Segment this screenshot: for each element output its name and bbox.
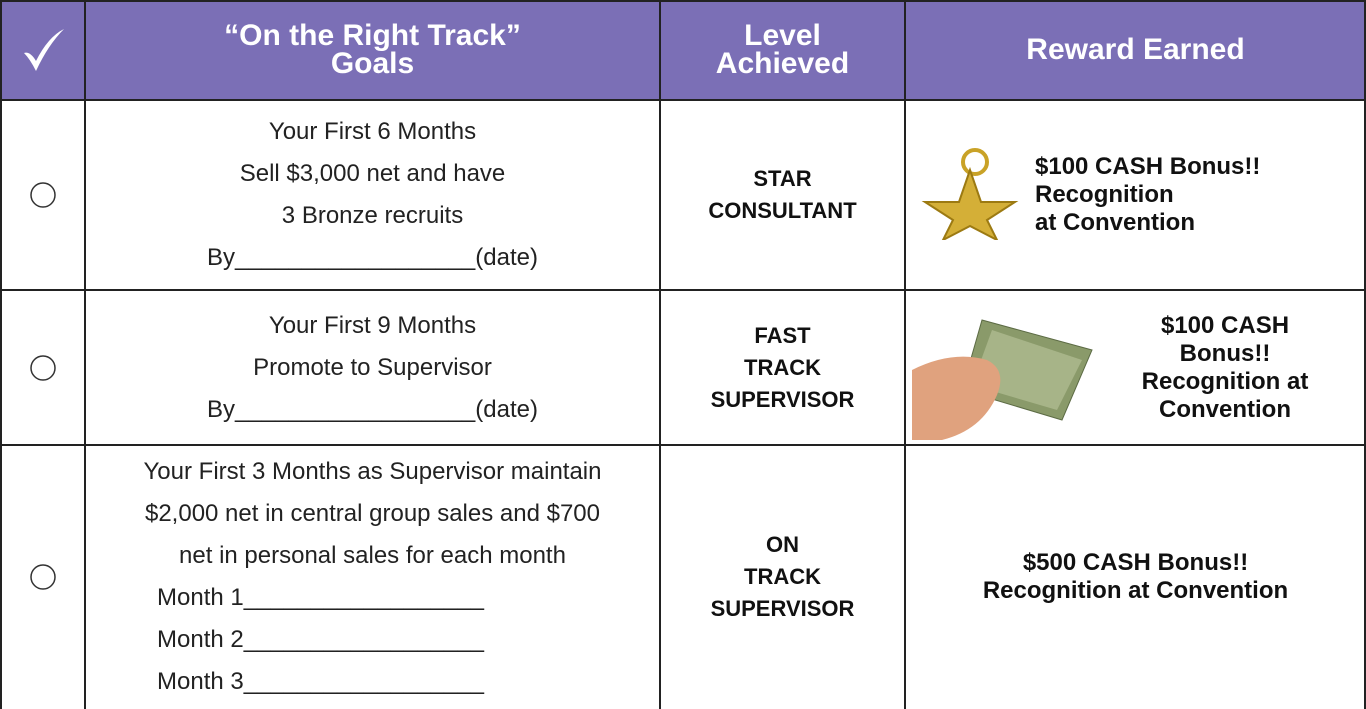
reward-text: Convention: [1159, 395, 1291, 423]
radio-button[interactable]: [28, 353, 58, 383]
header-cell: Reward Earned: [905, 0, 1366, 100]
check-cell: [0, 445, 85, 709]
goal-cell: Your First 3 Months as Supervisor mainta…: [85, 445, 660, 709]
reward-text: $100 CASH: [1160, 311, 1290, 339]
reward-text: at Convention: [1035, 209, 1195, 236]
star-image: [915, 140, 1025, 243]
column-border: [1364, 0, 1366, 709]
month-line: Month 3__________________: [157, 668, 484, 695]
row-border: [0, 99, 1366, 101]
header-text: Achieved: [715, 47, 850, 80]
level-cell: FAST TRACK SUPERVISOR: [660, 290, 905, 445]
goal-text: Sell $3,000 net and have: [239, 160, 506, 187]
goal-text: Your First 3 Months as Supervisor mainta…: [143, 458, 602, 485]
row-border: [0, 289, 1366, 291]
month-line: Month 2__________________: [157, 626, 484, 653]
header-text: Goals: [330, 47, 415, 80]
level-text: SUPERVISOR: [710, 386, 855, 412]
reward-cell: $100 CASH Bonus!! Recognition at Conventio…: [1035, 100, 1355, 290]
header-cell: “On the Right Track” Goals: [85, 0, 660, 100]
level-text: STAR: [753, 166, 812, 191]
goal-cell: Your First 6 Months Sell $3,000 net and h…: [85, 100, 660, 290]
reward-cell: $500 CASH Bonus!! Recognition at Conventi…: [905, 445, 1366, 709]
column-border: [0, 0, 2, 709]
radio-button[interactable]: [28, 562, 58, 592]
goal-text: Your First 9 Months: [268, 311, 477, 339]
goal-text: By__________________(date): [207, 395, 538, 423]
check-header: [0, 0, 85, 100]
goal-text: 3 Bronze recruits: [281, 202, 464, 229]
row-border: [0, 444, 1366, 446]
header-text: “On the Right Track”: [224, 19, 521, 52]
check-cell: [0, 100, 85, 290]
reward-text: Recognition at: [1141, 367, 1309, 395]
column-border: [84, 0, 86, 709]
reward-text: Recognition at Convention: [982, 577, 1289, 604]
reward-cell: $100 CASH Bonus!! Recognition at Convention: [1095, 290, 1355, 445]
goal-text: Promote to Supervisor: [253, 353, 492, 381]
month-line: Month 1__________________: [157, 584, 484, 611]
reward-text: Bonus!!: [1179, 339, 1271, 367]
goal-cell: Your First 9 Months Promote to Supervisor…: [85, 290, 660, 445]
reward-text: $500 CASH Bonus!!: [1022, 549, 1249, 576]
level-text: TRACK: [744, 564, 821, 589]
check-cell: [0, 290, 85, 445]
level-text: FAST: [754, 322, 811, 348]
level-text: SUPERVISOR: [710, 596, 855, 621]
header-text: Reward Earned: [1026, 33, 1245, 66]
cash-image: [912, 300, 1097, 440]
level-text: TRACK: [744, 354, 821, 380]
check-icon: [23, 29, 64, 71]
column-border: [904, 0, 906, 709]
goal-text: net in personal sales for each month: [179, 542, 566, 569]
row-border: [0, 0, 1366, 2]
radio-button[interactable]: [28, 180, 58, 210]
goal-text: $2,000 net in central group sales and $7…: [144, 500, 600, 527]
level-cell: STAR CONSULTANT: [660, 100, 905, 290]
goal-text: Your First 6 Months: [268, 118, 477, 145]
level-cell: ON TRACK SUPERVISOR: [660, 445, 905, 709]
column-border: [659, 0, 661, 709]
header-cell: Level Achieved: [660, 0, 905, 100]
reward-text: $100 CASH Bonus!!: [1035, 153, 1261, 180]
goal-text: By__________________(date): [207, 244, 538, 271]
level-text: CONSULTANT: [708, 198, 857, 223]
header-text: Level: [744, 19, 821, 52]
reward-text: Recognition: [1035, 181, 1174, 208]
level-text: ON: [766, 532, 799, 557]
